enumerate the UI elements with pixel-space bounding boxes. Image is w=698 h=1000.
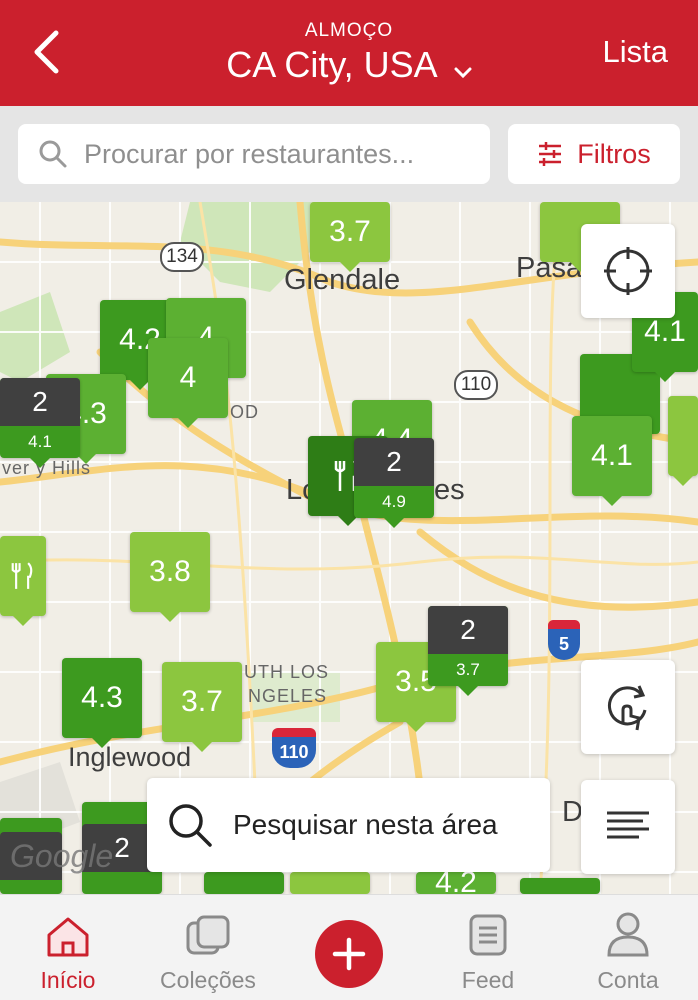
tab-label: Feed (461, 967, 515, 993)
restaurant-pin-split[interactable] (0, 818, 62, 894)
my-location-button[interactable] (581, 224, 675, 318)
plus-icon (332, 937, 366, 971)
crosshair-icon (604, 247, 652, 295)
search-icon (169, 804, 212, 847)
tab-conta[interactable]: Conta (568, 895, 688, 1000)
search-icon (39, 140, 67, 168)
pin-rating: 3.7 (456, 660, 480, 679)
filters-button[interactable]: Filtros (508, 124, 680, 184)
collections-icon (186, 915, 230, 955)
map-label-beverly-hills: ver y Hills (2, 458, 92, 478)
restaurant-pin[interactable] (204, 872, 284, 894)
restaurant-pin[interactable] (520, 878, 600, 894)
restaurant-pin-split[interactable]: 2 4.1 (0, 378, 80, 468)
tab-label: Conta (597, 967, 659, 993)
list-view-button[interactable]: Lista (602, 34, 668, 69)
fork-knife-icon (11, 562, 33, 589)
account-icon (607, 912, 649, 957)
pin-count: 2 (428, 606, 508, 654)
filters-label: Filtros (577, 138, 651, 169)
fork-knife-icon (334, 460, 359, 491)
restaurant-pin[interactable]: 3.8 (130, 532, 210, 622)
map-label-hollywood: OD (230, 402, 259, 422)
restaurant-pin[interactable]: 3.7 (310, 202, 390, 272)
redo-search-gesture-button[interactable] (581, 660, 675, 754)
restaurant-search-input[interactable]: Procurar por restaurantes... (18, 124, 490, 184)
back-button[interactable] (22, 26, 70, 78)
highway-134-shield: 134 (160, 242, 204, 272)
home-icon (47, 917, 89, 957)
add-button[interactable] (315, 920, 383, 988)
highway-110-shield: 110 (454, 370, 498, 400)
restaurant-pin[interactable] (290, 872, 370, 894)
list-toggle-button[interactable] (581, 780, 675, 874)
restaurant-pin[interactable]: 4.3 (62, 658, 142, 748)
pin-count: 2 (0, 378, 80, 426)
map-label-south-la-2: NGELES (248, 686, 328, 706)
pin-count: 2 (354, 438, 434, 486)
google-attribution: Google (10, 838, 114, 874)
interstate-5-shield: 5 (548, 620, 580, 660)
top-bar: ALMOÇO CA City, USA Lista (0, 0, 698, 106)
list-lines-icon (607, 811, 649, 839)
tab-label: Coleções (160, 967, 256, 993)
rotate-touch-icon (608, 685, 647, 731)
map-label-downey: D (562, 796, 583, 828)
city-selector[interactable]: CA City, USA (0, 44, 698, 88)
restaurant-pin[interactable]: 3.7 (162, 662, 242, 752)
map-label-los-angeles-end: es (434, 474, 465, 506)
tab-feed[interactable]: Feed (428, 895, 548, 1000)
map-label-south-la-1: UTH LOS (244, 662, 330, 682)
pin-rating: 4.9 (382, 492, 406, 511)
map-view[interactable]: Glendale Pasa Lo es Inglewood UTH LOS NG… (0, 202, 698, 894)
tab-colecoes[interactable]: Coleções (148, 895, 268, 1000)
search-placeholder: Procurar por restaurantes... (84, 138, 415, 169)
restaurant-pin-icon[interactable] (0, 536, 46, 626)
sliders-icon (539, 142, 562, 166)
restaurant-pin-split[interactable]: 2 4.9 (354, 438, 434, 528)
map-label-inglewood: Inglewood (68, 742, 192, 772)
chevron-left-icon (34, 30, 59, 74)
interstate-110-shield: 110 (272, 728, 316, 768)
pin-count (0, 832, 62, 880)
restaurant-pin[interactable]: 4.1 (572, 416, 652, 506)
restaurant-pin[interactable]: 4 (148, 338, 228, 428)
restaurant-pin-split[interactable]: 2 3.7 (428, 606, 508, 696)
search-this-area-button[interactable]: Pesquisar nesta área (147, 778, 550, 872)
pin-rating: 4.1 (28, 432, 52, 451)
restaurant-pin[interactable]: 4.2 (416, 866, 496, 894)
search-row: Procurar por restaurantes... Filtros (0, 106, 698, 202)
search-this-area-label: Pesquisar nesta área (233, 809, 498, 840)
restaurant-pin[interactable] (668, 396, 698, 486)
chevron-down-icon (454, 46, 472, 88)
tab-label: Início (40, 967, 96, 993)
city-name: CA City, USA (226, 44, 438, 85)
feed-icon (469, 914, 507, 956)
meal-type-label: ALMOÇO (304, 20, 394, 41)
tab-inicio[interactable]: Início (8, 895, 128, 1000)
